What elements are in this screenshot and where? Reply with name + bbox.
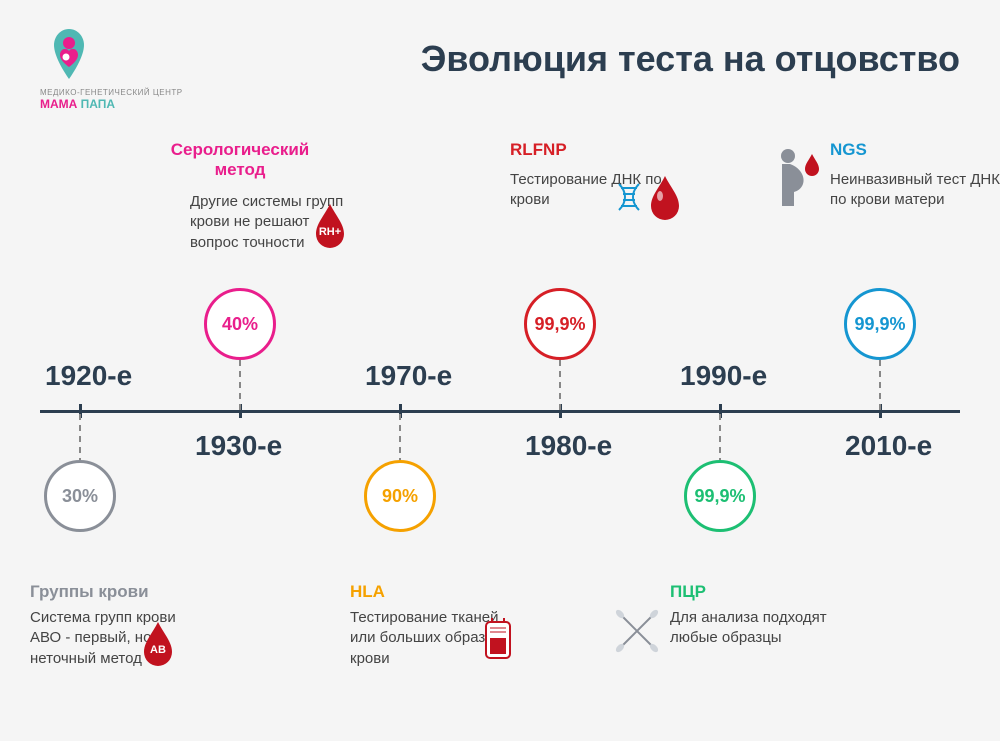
accuracy-circle: 30% <box>44 460 116 532</box>
method-title: HLA <box>350 582 385 602</box>
logo-icon <box>40 25 98 83</box>
node-stem <box>879 360 881 410</box>
logo-tagline: МЕДИКО-ГЕНЕТИЧЕСКИЙ ЦЕНТР <box>40 88 183 97</box>
blood_bag-icon <box>480 614 516 671</box>
method-desc: Неинвазивный тест ДНК по крови матери <box>830 170 1000 211</box>
accuracy-circle: 99,9% <box>684 460 756 532</box>
svg-text:RH+: RH+ <box>319 226 341 238</box>
logo-brand: МАМА ПАПА <box>40 97 183 111</box>
page-title: Эволюция теста на отцовство <box>421 38 960 80</box>
pregnant-icon <box>768 146 822 221</box>
node-stem <box>239 360 241 410</box>
decade-label: 1970-е <box>365 360 452 392</box>
method-title: NGS <box>830 140 867 160</box>
decade-label: 2010-е <box>845 430 932 462</box>
node-stem <box>399 414 401 464</box>
decade-label: 1990-е <box>680 360 767 392</box>
dna_drop-icon <box>615 174 685 225</box>
node-stem <box>559 360 561 410</box>
accuracy-circle: 40% <box>204 288 276 360</box>
brand-logo: МЕДИКО-ГЕНЕТИЧЕСКИЙ ЦЕНТР МАМА ПАПА <box>40 25 183 111</box>
svg-text:AB: AB <box>150 644 166 656</box>
timeline-axis <box>40 410 960 413</box>
decade-label: 1980-е <box>525 430 612 462</box>
accuracy-circle: 90% <box>364 460 436 532</box>
decade-label: 1930-е <box>195 430 282 462</box>
blood_drop_label-icon: AB <box>138 620 178 671</box>
decade-label: 1920-е <box>45 360 132 392</box>
accuracy-circle: 99,9% <box>524 288 596 360</box>
blood_drop_label-icon: RH+ <box>310 202 350 253</box>
method-title: RLFNP <box>510 140 567 160</box>
method-title: ПЦР <box>670 582 706 602</box>
swabs-icon <box>612 606 662 661</box>
method-title: Серологический метод <box>150 140 330 180</box>
method-title: Группы крови <box>30 582 149 602</box>
node-stem <box>719 414 721 464</box>
accuracy-circle: 99,9% <box>844 288 916 360</box>
method-desc: Для анализа подходят любые образцы <box>670 608 840 649</box>
node-stem <box>79 414 81 464</box>
